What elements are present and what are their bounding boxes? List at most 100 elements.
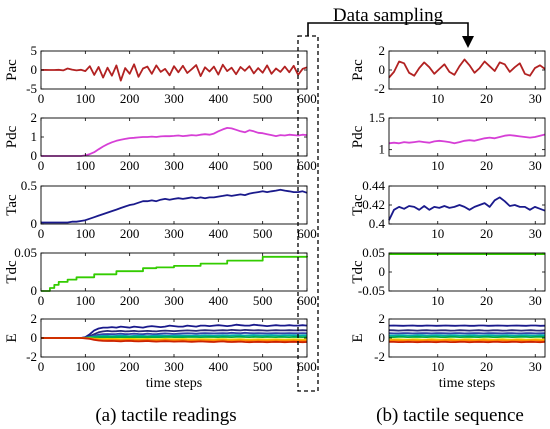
series-line	[41, 337, 308, 344]
y-tick-label: 0	[31, 283, 38, 298]
x-tick-label: 30	[529, 91, 542, 106]
x-axis-label: time steps	[146, 376, 202, 391]
x-tick-label: 600	[297, 226, 317, 241]
x-tick-label: 200	[120, 293, 140, 308]
y-tick-label: 1	[31, 129, 38, 144]
caption-tactile-sequence: (b) tactile sequence	[376, 405, 524, 426]
x-tick-label: 300	[164, 293, 184, 308]
y-axis-label: Pac	[350, 59, 366, 81]
y-axis-label: Tac	[350, 194, 366, 216]
y-tick-label: -0.05	[358, 283, 385, 298]
y-tick-label: 2	[31, 110, 38, 125]
x-tick-label: 500	[253, 359, 273, 374]
x-tick-label: 30	[529, 226, 542, 241]
x-tick-label: 400	[209, 293, 229, 308]
x-tick-label: 600	[297, 359, 317, 374]
y-tick-label: -5	[26, 81, 37, 96]
y-tick-label: 0	[31, 62, 38, 77]
data-sampling-label: Data sampling	[333, 5, 444, 26]
x-tick-label: 500	[253, 226, 273, 241]
x-tick-label: 300	[164, 359, 184, 374]
series-line	[40, 63, 308, 82]
x-tick-label: 0	[38, 158, 45, 173]
y-tick-label: 0.4	[369, 216, 386, 231]
x-tick-label: 200	[120, 158, 140, 173]
x-tick-label: 600	[297, 158, 317, 173]
y-tick-label: 0	[31, 148, 38, 163]
x-tick-label: 30	[529, 158, 542, 173]
y-tick-label: -2	[26, 349, 37, 364]
y-tick-label: 0	[31, 330, 38, 345]
sampling-arrow-line	[307, 22, 469, 38]
y-tick-label: 2	[379, 311, 386, 326]
sampling-annotation	[297, 22, 474, 392]
y-tick-label: 0	[379, 330, 386, 345]
x-tick-label: 100	[76, 158, 96, 173]
y-axis-label: Pdc	[4, 125, 20, 148]
y-tick-label: -2	[374, 349, 385, 364]
x-tick-label: 0	[38, 91, 45, 106]
plot-area	[41, 253, 307, 291]
axes-frame	[388, 117, 546, 157]
y-axis-label: E	[4, 333, 20, 342]
x-tick-label: 10	[431, 359, 444, 374]
x-tick-label: 30	[529, 359, 542, 374]
x-tick-label: 200	[120, 226, 140, 241]
x-tick-label: 20	[480, 158, 493, 173]
series-line	[388, 58, 546, 79]
x-tick-label: 500	[253, 158, 273, 173]
x-tick-label: 500	[253, 293, 273, 308]
y-tick-label: 0	[31, 216, 38, 231]
x-tick-label: 200	[120, 91, 140, 106]
series-line	[41, 188, 308, 224]
x-tick-label: 200	[120, 359, 140, 374]
y-tick-label: -2	[374, 81, 385, 96]
y-tick-label: 0.42	[362, 197, 385, 212]
y-axis-label: Pac	[4, 59, 20, 81]
x-tick-label: 500	[253, 91, 273, 106]
x-tick-label: 100	[76, 91, 96, 106]
x-tick-label: 20	[480, 293, 493, 308]
y-tick-label: 2	[379, 43, 386, 58]
series-line	[388, 133, 546, 145]
y-axis-label: Tdc	[4, 260, 20, 284]
x-axis-label: time steps	[439, 376, 495, 391]
y-tick-label: 0.05	[362, 245, 385, 260]
y-axis-label: E	[350, 333, 366, 342]
y-tick-label: 0.44	[362, 178, 385, 193]
plot-area	[389, 253, 545, 291]
x-tick-label: 20	[480, 226, 493, 241]
series-line	[41, 255, 308, 292]
x-tick-label: 20	[480, 91, 493, 106]
x-tick-label: 10	[431, 226, 444, 241]
x-tick-label: 400	[209, 158, 229, 173]
plot-area	[389, 186, 545, 224]
plot-area	[41, 186, 307, 224]
x-tick-label: 10	[431, 158, 444, 173]
y-tick-label: 0.05	[14, 245, 37, 260]
x-tick-label: 0	[38, 293, 45, 308]
x-tick-label: 100	[76, 293, 96, 308]
x-tick-label: 30	[529, 293, 542, 308]
x-tick-label: 300	[164, 226, 184, 241]
x-tick-label: 400	[209, 91, 229, 106]
x-tick-label: 20	[480, 359, 493, 374]
x-tick-label: 600	[297, 293, 317, 308]
y-axis-label: Tac	[4, 194, 20, 216]
caption-tactile-readings: (a) tactile readings	[95, 405, 236, 426]
plot-area	[389, 51, 545, 89]
x-tick-label: 300	[164, 91, 184, 106]
x-tick-label: 10	[431, 91, 444, 106]
y-tick-label: 1.5	[369, 110, 385, 125]
plot-area	[41, 118, 307, 156]
